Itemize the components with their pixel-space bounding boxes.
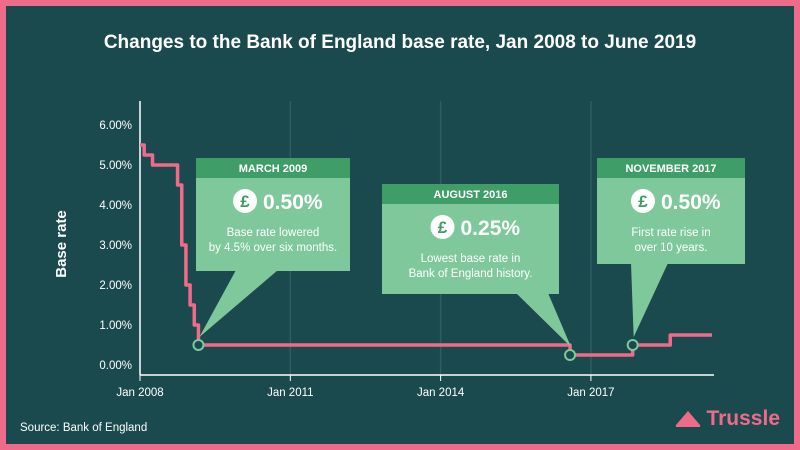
x-tick-label: Jan 2014	[417, 387, 465, 399]
callout-value: 0.25%	[461, 217, 521, 240]
callout-header	[597, 158, 745, 178]
callout-pointer	[516, 293, 572, 347]
callout: AUGUST 2016 £ 0.25% Lowest base rate in Bank…	[382, 184, 572, 347]
y-tick-label: 4.00%	[99, 200, 132, 212]
data-point-marker	[626, 339, 639, 351]
pound-icon	[233, 189, 257, 213]
y-tick-label: 2.00%	[99, 280, 132, 292]
tick-labels: Jan 2008 Jan 2011 Jan 2014 Jan 2017 0.00% 1.0…	[99, 120, 614, 399]
x-tick-label: Jan 2017	[567, 387, 614, 399]
callout-header	[382, 184, 559, 204]
callout-text: by 4.5% over six months.	[209, 242, 337, 254]
y-tick-label: 3.00%	[99, 240, 132, 252]
markers	[192, 339, 639, 361]
data-point-marker	[564, 349, 577, 361]
callout-date: NOVEMBER 2017	[625, 163, 716, 175]
y-tick-label: 1.00%	[99, 320, 132, 332]
x-tick-label: Jan 2011	[267, 387, 313, 399]
chart-title: Changes to the Bank of England base rate…	[103, 32, 697, 53]
series-group	[140, 143, 712, 357]
callout-value: 0.50%	[263, 191, 323, 214]
base-rate-line	[140, 143, 712, 357]
pound-glyph: £	[638, 192, 648, 211]
pound-icon	[430, 215, 455, 239]
callout-date: MARCH 2009	[239, 163, 307, 175]
callout-text: Base rate lowered	[227, 227, 320, 239]
callout-value: 0.50%	[661, 191, 721, 214]
pound-icon	[631, 189, 655, 213]
y-tick-label: 6.00%	[99, 120, 132, 132]
callout: NOVEMBER 2017 £ 0.50% First rate rise in ove…	[597, 158, 745, 337]
callout-text: over 10 years.	[635, 242, 708, 254]
data-point-marker	[192, 339, 205, 351]
brand-name: Trussle	[706, 407, 780, 430]
pound-glyph: £	[438, 218, 448, 237]
y-axis-label: Base rate	[53, 210, 70, 278]
line-chart: Jan 2008 Jan 2011 Jan 2014 Jan 2017 0.00% 1.0…	[53, 101, 745, 399]
chart-frame: Changes to the Bank of England base rate…	[6, 6, 794, 444]
callout-text: Lowest base rate in	[421, 253, 521, 265]
callout-date: AUGUST 2016	[434, 189, 508, 201]
y-tick-label: 0.00%	[99, 360, 132, 372]
callout-text: Bank of England history.	[409, 268, 533, 280]
pound-glyph: £	[240, 192, 250, 211]
callout-pointer	[631, 263, 668, 337]
callout: MARCH 2009 £ 0.50% Base rate lowered by 4.5%…	[196, 158, 350, 337]
y-tick-label: 5.00%	[99, 160, 132, 172]
trussle-logo-icon	[676, 411, 701, 427]
callout-header	[196, 158, 350, 178]
x-tick-label: Jan 2008	[116, 387, 163, 399]
callout-pointer	[199, 270, 278, 337]
callouts: MARCH 2009 £ 0.50% Base rate lowered by 4.5%…	[196, 158, 745, 347]
source-note: Source: Bank of England	[20, 422, 148, 434]
callout-text: First rate rise in	[631, 227, 710, 239]
brand: Trussle	[674, 407, 780, 431]
